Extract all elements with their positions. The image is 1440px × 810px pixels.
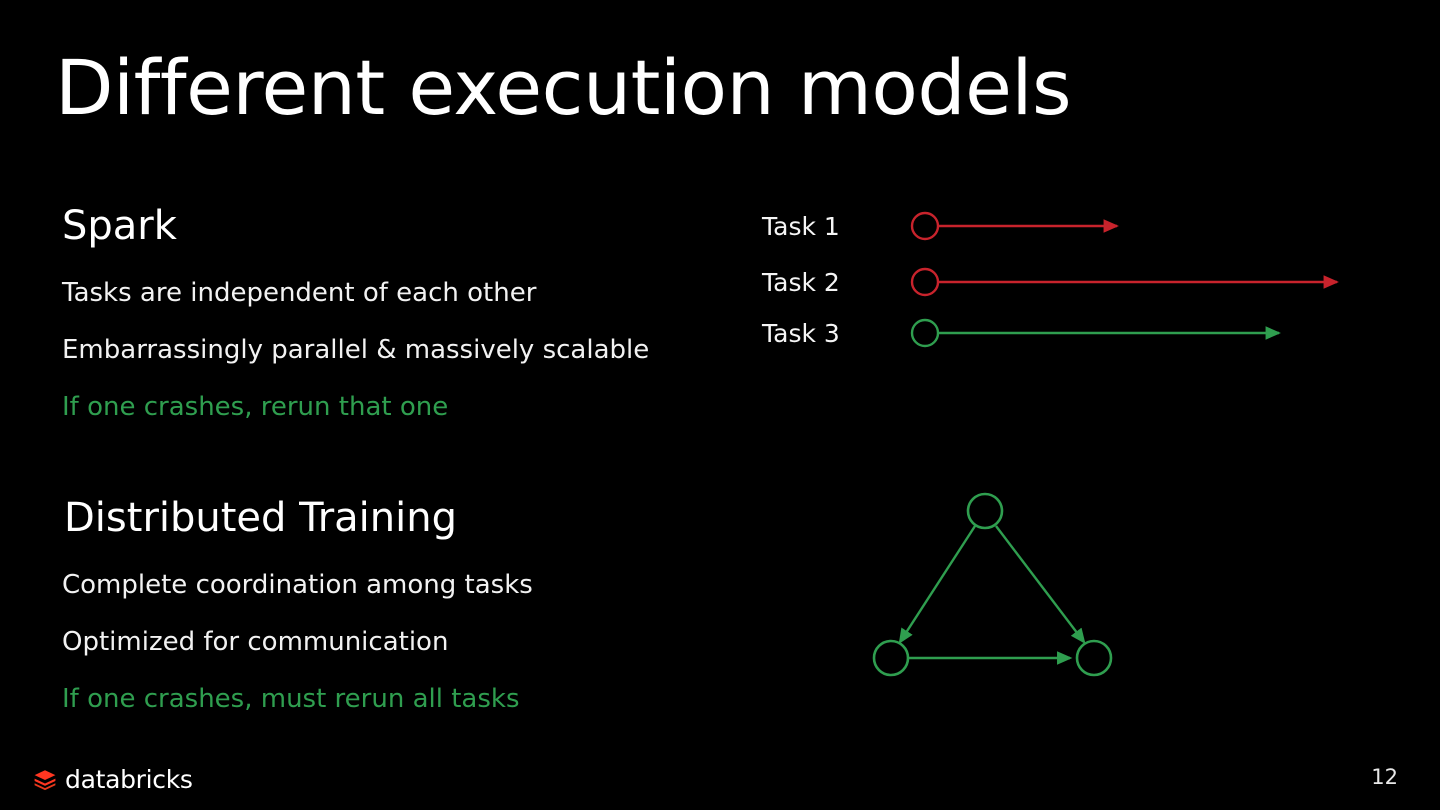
content-column: Spark Tasks are independent of each othe…	[62, 200, 712, 716]
bullet-spark-3: If one crashes, rerun that one	[62, 392, 449, 422]
task-3-start-node	[910, 318, 940, 348]
edge-top-to-bottom-left	[898, 525, 977, 645]
section-distributed-training: Distributed Training Complete coordinati…	[62, 492, 712, 716]
task-1-start-node	[910, 211, 940, 241]
distributed-training-graph-diagram	[840, 470, 1160, 700]
page-title: Different execution models	[55, 43, 1072, 132]
task-2-start-node	[910, 267, 940, 297]
section-heading-distributed-training: Distributed Training	[64, 495, 457, 541]
section-heading-spark: Spark	[62, 203, 177, 249]
bullet-dt-2: Optimized for communication	[62, 627, 449, 657]
task-track-3	[910, 318, 1281, 348]
task-label-1: Task 1	[762, 212, 840, 241]
spark-timeline-svg	[910, 211, 1339, 348]
task-label-2: Task 2	[762, 268, 840, 297]
node-top	[966, 492, 1004, 530]
bullet-spark-1: Tasks are independent of each other	[62, 278, 537, 308]
task-track-2	[910, 267, 1339, 297]
databricks-logo: databricks	[32, 766, 193, 792]
dt-graph-svg	[872, 492, 1113, 677]
page-number: 12	[1371, 765, 1398, 789]
task-label-3: Task 3	[762, 319, 840, 348]
bullet-spark-2: Embarrassingly parallel & massively scal…	[62, 335, 650, 365]
databricks-stacked-layers-icon	[34, 770, 56, 791]
bullet-dt-1: Complete coordination among tasks	[62, 570, 533, 600]
bullet-dt-3: If one crashes, must rerun all tasks	[62, 684, 520, 714]
spark-task-timeline-diagram: Task 1 Task 2 Task 3	[750, 190, 1370, 370]
edge-top-to-bottom-right	[995, 525, 1086, 644]
databricks-wordmark: databricks	[65, 764, 193, 794]
section-spark: Spark Tasks are independent of each othe…	[62, 200, 712, 424]
task-track-1	[910, 211, 1119, 241]
node-bottom-right	[1075, 639, 1113, 677]
node-bottom-left	[872, 639, 910, 677]
